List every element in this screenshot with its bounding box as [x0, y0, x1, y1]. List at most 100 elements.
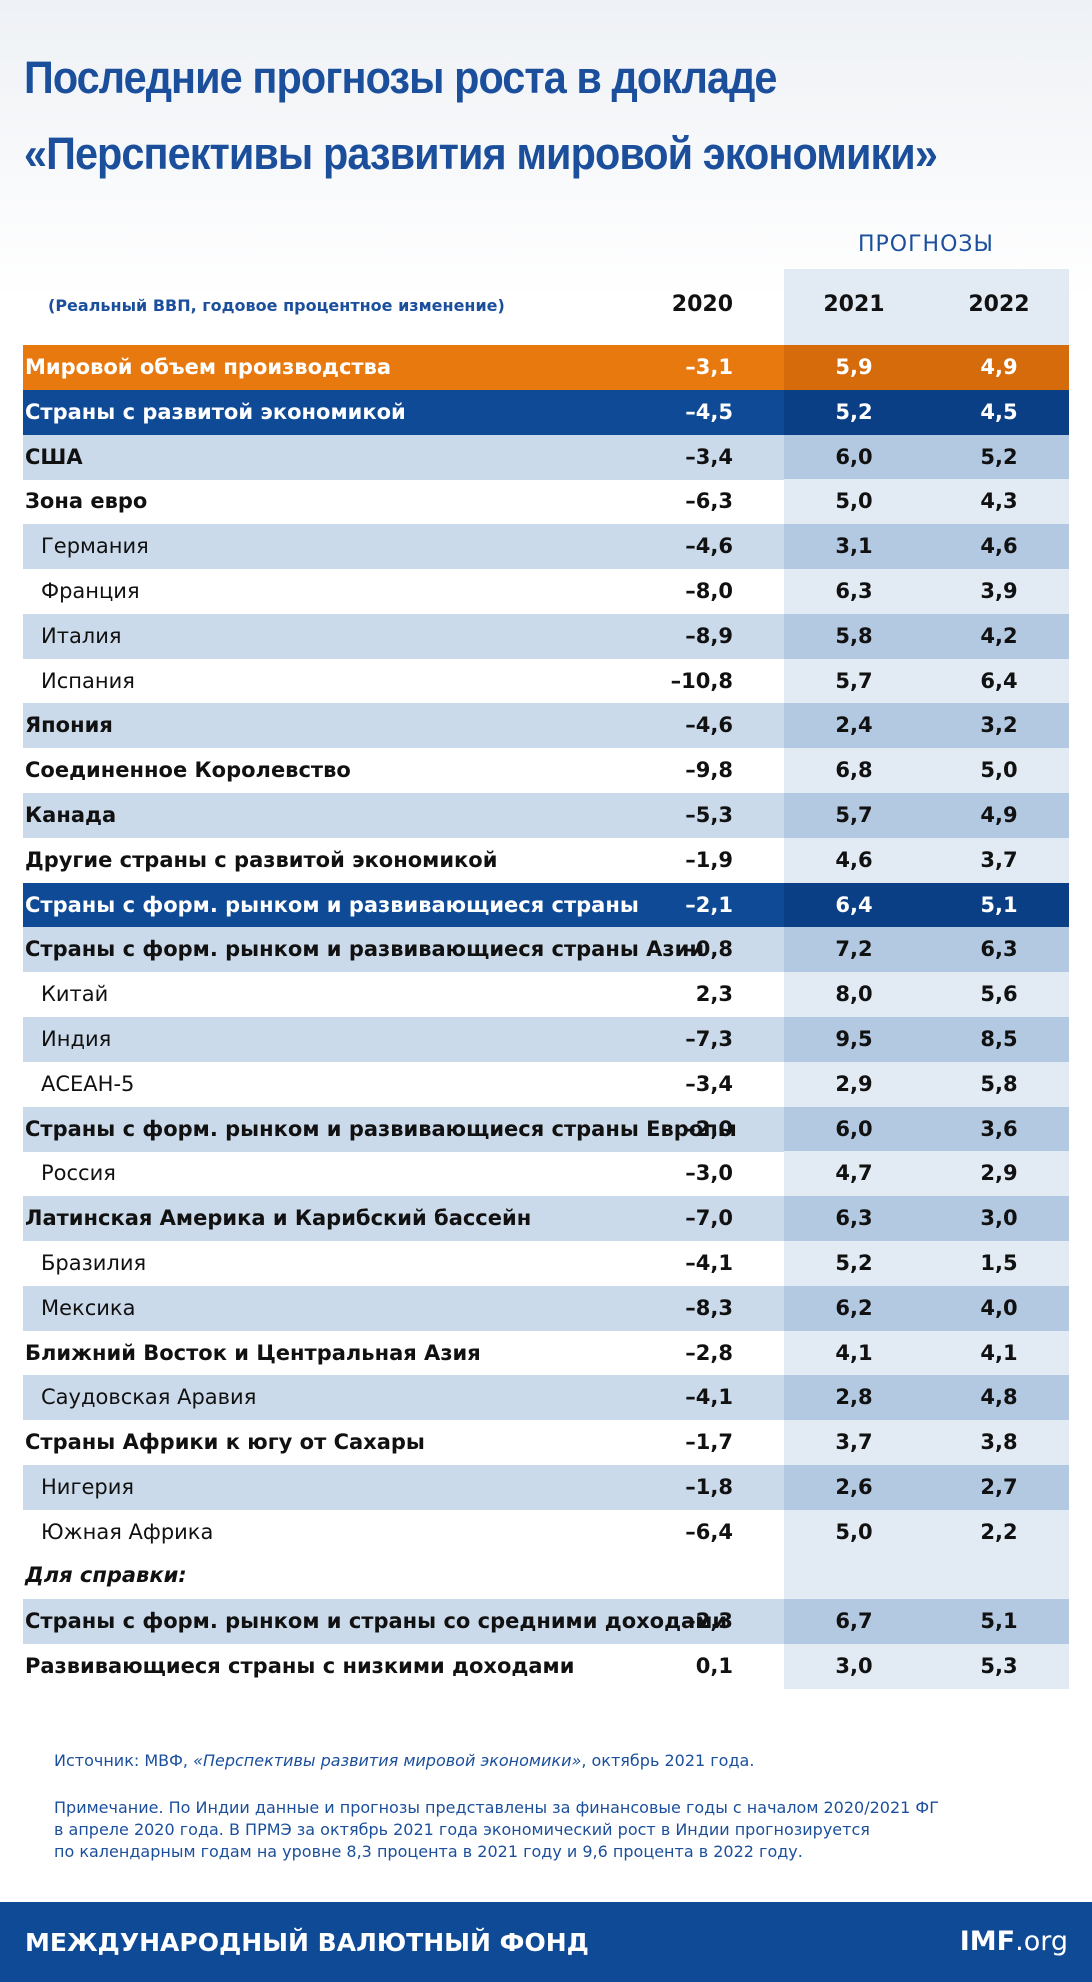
value-cell: –6,4 — [685, 1519, 733, 1544]
table-row: АСЕАН-5 –3,4 2,9 5,8 — [23, 1061, 1069, 1107]
forecast-cell-bg — [784, 479, 1069, 525]
value-cell: –4,1 — [685, 1251, 733, 1275]
note-line: в апреле 2020 года. В ПРМЭ за октябрь 20… — [54, 1820, 870, 1839]
value-cell: –10,8 — [670, 668, 733, 693]
table-row: Другие страны с развитой экономикой –1,9 4… — [23, 837, 1069, 883]
value-cell: –0,8 — [685, 937, 733, 962]
row-label: Франция — [41, 579, 140, 603]
value-cell: –1,9 — [685, 847, 733, 872]
table-row: Ближний Восток и Центральная Азия –2,8 4,1… — [23, 1330, 1069, 1376]
value-cell: 5,8 — [835, 623, 873, 648]
value-cell: 5,1 — [980, 892, 1018, 917]
value-cell: 6,0 — [835, 1116, 873, 1141]
value-cell: 8,0 — [835, 982, 873, 1007]
forecast-cell-bg — [784, 882, 1069, 928]
value-cell: 4,6 — [835, 847, 873, 872]
value-cell: –2,0 — [685, 1116, 733, 1141]
forecast-cell-bg — [784, 389, 1069, 435]
row-label: Страны с форм. рынком и развивающиеся ст… — [25, 1116, 737, 1141]
note-line: Примечание. По Индии данные и прогнозы п… — [54, 1798, 939, 1817]
source-title: «Перспективы развития мировой экономики» — [193, 1751, 582, 1770]
row-label: Соединенное Королевство — [25, 758, 351, 783]
table-row: Италия –8,9 5,8 4,2 — [23, 613, 1069, 659]
table-row: Китай 2,3 8,0 5,6 — [23, 972, 1069, 1018]
forecast-cell-bg — [784, 1644, 1069, 1690]
forecast-cell-bg — [784, 1465, 1069, 1510]
table-row: Страны с развитой экономикой –4,5 5,2 4,5 — [23, 389, 1069, 435]
value-cell: 5,8 — [980, 1071, 1018, 1096]
value-cell: 8,5 — [980, 1027, 1018, 1051]
row-label: Япония — [25, 713, 113, 738]
forecast-cell-bg — [784, 1509, 1069, 1555]
value-cell: 4,1 — [980, 1340, 1018, 1365]
forecast-cell-bg — [784, 1420, 1069, 1466]
value-cell: 2,8 — [835, 1385, 873, 1410]
forecast-cell-bg — [784, 972, 1069, 1018]
value-cell: 5,3 — [980, 1654, 1018, 1679]
table-row: Зона евро –6,3 5,0 4,3 — [23, 479, 1069, 525]
value-cell: 5,2 — [835, 399, 873, 424]
row-label: Бразилия — [41, 1251, 147, 1275]
table-row: Саудовская Аравия –4,1 2,8 4,8 — [23, 1375, 1069, 1421]
value-cell: 6,3 — [835, 579, 873, 603]
forecast-cell-bg — [784, 793, 1069, 838]
row-label: Мексика — [41, 1295, 136, 1320]
table-row: Страны с форм. рынком и страны со средни… — [23, 1599, 1069, 1645]
table-row: Нигерия –1,8 2,6 2,7 — [23, 1465, 1069, 1510]
year-header: 2021 — [823, 292, 885, 317]
value-cell: 3,0 — [980, 1206, 1018, 1231]
forecast-cell-bg — [784, 1241, 1069, 1286]
row-label: Мировой объем производства — [25, 355, 392, 379]
forecast-cell-bg — [784, 748, 1069, 794]
table-row: Германия –4,6 3,1 4,6 — [23, 524, 1069, 570]
value-cell: 2,9 — [835, 1071, 873, 1096]
value-cell: 4,9 — [980, 355, 1018, 379]
value-cell: 6,4 — [835, 892, 873, 917]
forecast-cell-bg — [784, 1285, 1069, 1331]
row-label: Латинская Америка и Карибский бассейн — [25, 1206, 532, 1231]
value-cell: 3,2 — [980, 713, 1018, 738]
table-row: Бразилия –4,1 5,2 1,5 — [23, 1241, 1069, 1286]
row-label: Испания — [41, 668, 135, 693]
value-cell: 2,6 — [835, 1475, 873, 1499]
value-cell: –8,9 — [685, 623, 733, 648]
value-cell: 3,7 — [980, 847, 1018, 872]
table-row: Развивающиеся страны с низкими доходами 0… — [23, 1644, 1069, 1690]
forecast-cell-bg — [784, 1196, 1069, 1242]
value-cell: 5,0 — [980, 758, 1018, 783]
row-label: Италия — [41, 623, 122, 648]
table-row: Латинская Америка и Карибский бассейн –7,… — [23, 1196, 1069, 1242]
row-label: Страны Африки к югу от Сахары — [25, 1430, 425, 1455]
row-label: Страны с форм. рынком и страны со средни… — [25, 1609, 728, 1634]
table-row: Страны с форм. рынком и развивающиеся ст… — [23, 882, 1069, 928]
value-cell: 6,4 — [980, 668, 1018, 693]
row-label: Нигерия — [41, 1475, 135, 1499]
forecast-label: ПРОГНОЗЫ — [858, 232, 994, 257]
year-header: 2020 — [671, 292, 733, 317]
value-cell: –3,4 — [685, 444, 733, 469]
footer-band — [0, 1902, 1092, 1982]
year-header: 2022 — [968, 292, 1030, 317]
table-row: Франция –8,0 6,3 3,9 — [23, 569, 1069, 614]
row-label: Канада — [25, 803, 117, 827]
value-cell: –4,6 — [685, 534, 733, 559]
value-cell: 4,2 — [980, 623, 1018, 648]
table-row: Япония –4,6 2,4 3,2 — [23, 703, 1069, 749]
value-cell: –9,8 — [685, 758, 733, 783]
row-label: Южная Африка — [41, 1519, 214, 1544]
source: , октябрь 2021 года. — [581, 1751, 755, 1770]
value-cell: 6,7 — [835, 1609, 873, 1634]
value-cell: 4,5 — [980, 399, 1018, 424]
value-cell: –2,8 — [685, 1340, 733, 1365]
value-cell: 4,6 — [980, 534, 1018, 559]
forecast-cell-bg — [784, 1106, 1069, 1152]
value-cell: 4,7 — [835, 1161, 873, 1186]
value-cell: 2,4 — [835, 713, 873, 738]
table-row: Мексика –8,3 6,2 4,0 — [23, 1285, 1069, 1331]
value-cell: 6,2 — [835, 1295, 873, 1320]
value-cell: 1,5 — [980, 1251, 1018, 1275]
value-cell: 5,7 — [835, 803, 873, 827]
row-label: Развивающиеся страны с низкими доходами — [25, 1654, 575, 1679]
value-cell: 4,1 — [835, 1340, 873, 1365]
value-cell: 3,1 — [835, 534, 873, 559]
